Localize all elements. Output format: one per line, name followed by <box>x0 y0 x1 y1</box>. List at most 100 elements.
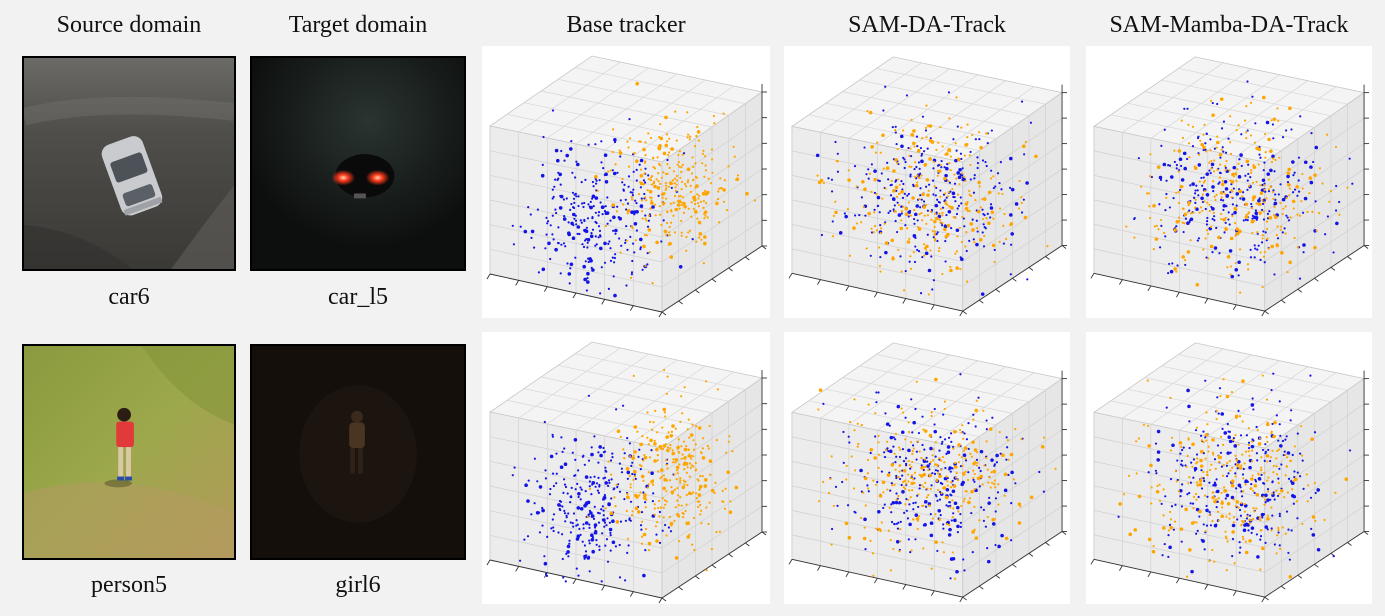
scatter-point <box>911 489 914 492</box>
scatter-point <box>607 170 610 173</box>
scatter-point <box>869 451 872 455</box>
scatter-point <box>1168 164 1172 167</box>
scatter-point <box>679 496 682 499</box>
scatter-point <box>554 178 557 181</box>
scatter-point <box>946 496 949 500</box>
scatter-point <box>935 186 938 190</box>
scatter-point <box>1216 168 1219 171</box>
scatter-point <box>933 423 936 426</box>
scatter-point <box>648 456 652 459</box>
scatter-point <box>1262 210 1265 213</box>
scatter-point <box>1261 178 1266 183</box>
scatter-point <box>1206 232 1210 235</box>
scatter-point <box>980 506 983 509</box>
scatter-point <box>1250 477 1254 481</box>
scatter-point <box>551 435 554 438</box>
scatter-point <box>611 203 616 207</box>
scatter-point <box>1266 172 1271 176</box>
scatter-point <box>560 149 563 153</box>
scatter-point <box>1254 478 1257 481</box>
scatter-point <box>583 201 586 205</box>
scatter-point <box>701 162 704 165</box>
scatter-point <box>929 533 934 538</box>
scatter-point <box>1249 134 1253 137</box>
scatter-point <box>687 491 692 496</box>
scatter-point <box>1274 193 1277 196</box>
scatter-point <box>971 228 975 232</box>
grid-line <box>934 86 1035 157</box>
scatter-point <box>645 219 648 222</box>
scatter-point <box>670 210 673 213</box>
scatter-point <box>945 452 948 455</box>
scatter-point <box>934 377 938 382</box>
scatter-point <box>1178 441 1183 445</box>
scatter-point <box>644 160 647 163</box>
scatter-point <box>920 464 923 467</box>
scatter-point <box>1222 464 1225 467</box>
scatter-point <box>1265 422 1270 427</box>
scatter-point <box>536 480 539 483</box>
scatter-point <box>689 462 692 465</box>
scatter-point <box>1133 236 1136 239</box>
scatter-point <box>1272 189 1275 192</box>
scatter-point <box>1228 512 1231 515</box>
scatter-point <box>981 159 985 162</box>
scatter-point <box>565 197 568 200</box>
scatter-point <box>1003 488 1008 493</box>
scatter-point <box>1238 189 1243 194</box>
scatter-point <box>1152 248 1155 251</box>
scatter-point <box>668 166 671 169</box>
scatter-point <box>551 433 554 436</box>
scatter-point <box>726 470 730 474</box>
scatter-point <box>551 214 554 217</box>
x-tick <box>486 559 491 566</box>
scatter-point <box>947 191 950 194</box>
scatter-point <box>642 532 647 537</box>
scatter-point <box>580 181 583 184</box>
scatter-point <box>865 247 868 250</box>
scatter-point <box>1014 482 1017 485</box>
scatter-point <box>1264 452 1267 455</box>
scatter-point <box>631 461 634 464</box>
scatter-point <box>989 216 992 219</box>
scatter-point <box>1205 256 1208 259</box>
scatter-point <box>920 152 924 155</box>
scatter-point <box>1189 184 1192 187</box>
scatter-point <box>683 386 686 389</box>
scatter-point <box>1225 159 1228 163</box>
scatter-point <box>1318 167 1322 170</box>
scatter-point <box>1273 498 1276 501</box>
scatter-point <box>921 443 924 447</box>
scatter-point <box>909 209 912 213</box>
scatter-point <box>912 444 915 447</box>
scatter-point <box>667 154 670 157</box>
scatter-point <box>923 150 926 153</box>
scatter-point <box>1217 456 1220 459</box>
scatter-point <box>1209 138 1212 141</box>
scatter-point <box>930 567 933 570</box>
scatter-point <box>670 147 674 151</box>
scatter-point <box>1259 211 1263 214</box>
scatter-point <box>1261 202 1265 206</box>
scatter-point <box>913 471 916 474</box>
scatter-point <box>934 463 937 466</box>
scatter-point <box>910 481 914 486</box>
scatter-point <box>682 479 685 482</box>
scatter-point <box>664 503 667 506</box>
scatter-point <box>1175 220 1180 224</box>
scatter-point <box>629 500 633 503</box>
scatter-point <box>704 164 707 167</box>
scatter-point <box>924 465 927 468</box>
y-tick <box>1061 531 1067 535</box>
scatter-point <box>902 182 905 186</box>
scatter-point <box>704 155 707 158</box>
scatter-point <box>902 205 905 208</box>
scatter-point <box>907 430 911 434</box>
scatter-point <box>816 174 819 177</box>
scatter-point <box>646 263 649 266</box>
scatter-point <box>717 190 720 193</box>
scatter-point <box>1229 265 1233 268</box>
scatter-point <box>541 163 544 166</box>
scatter-point <box>647 214 651 217</box>
scatter-point <box>912 478 915 481</box>
